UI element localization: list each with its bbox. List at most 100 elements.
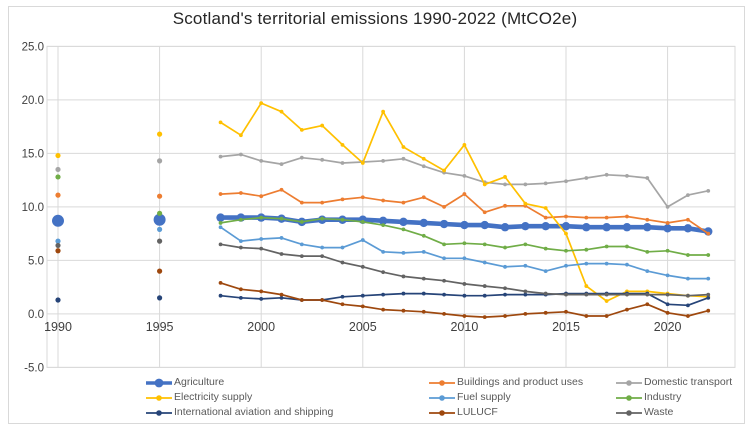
data-point: [706, 188, 711, 193]
data-point: [360, 195, 365, 200]
data-point: [421, 309, 426, 314]
data-point: [259, 158, 264, 163]
data-point: [564, 309, 568, 314]
data-point: [584, 247, 589, 252]
data-point-1995: [157, 238, 163, 244]
legend-marker-fuel-supply: [429, 394, 455, 401]
data-point: [564, 231, 568, 236]
data-point: [543, 291, 548, 296]
data-point-1995: [157, 158, 163, 164]
data-point: [421, 276, 426, 281]
data-point: [625, 292, 629, 297]
data-point: [564, 248, 568, 253]
legend-item-waste: Waste: [616, 405, 732, 420]
data-point-1995: [157, 268, 163, 274]
data-point: [381, 109, 386, 114]
data-point: [543, 310, 548, 315]
data-point: [299, 127, 304, 132]
legend-label-electricity-supply: Electricity supply: [174, 391, 253, 403]
data-point: [442, 292, 446, 297]
data-point: [625, 214, 629, 219]
data-point: [259, 215, 264, 220]
data-point: [462, 142, 467, 147]
data-point: [523, 263, 528, 268]
data-point: [503, 264, 507, 269]
data-point: [521, 221, 530, 231]
data-point: [238, 295, 243, 300]
data-point: [381, 307, 386, 312]
data-point: [604, 299, 609, 303]
data-point: [645, 176, 650, 180]
data-point: [442, 168, 446, 173]
data-point: [604, 215, 609, 220]
data-point: [299, 200, 304, 205]
data-point: [645, 269, 650, 273]
data-point-1995: [157, 210, 163, 216]
data-point: [564, 292, 568, 297]
data-point: [503, 203, 507, 208]
data-point: [218, 154, 223, 159]
data-point: [218, 192, 223, 196]
legend-label-international-aviation-and-shipping: International aviation and shipping: [174, 406, 334, 418]
data-point: [259, 237, 264, 241]
series-waste: [55, 238, 711, 298]
data-point: [238, 191, 243, 195]
x-axis-label-2010: 2010: [450, 320, 478, 334]
plot-border: [46, 45, 736, 368]
data-point: [686, 193, 690, 198]
legend-label-agriculture: Agriculture: [174, 376, 225, 388]
data-point: [500, 223, 510, 232]
data-point: [360, 219, 365, 224]
x-axis-label-2005: 2005: [349, 320, 377, 334]
data-point: [503, 182, 507, 187]
data-point-1990: [55, 297, 61, 303]
data-point: [320, 123, 325, 128]
data-point: [543, 246, 548, 251]
data-point: [442, 278, 446, 283]
legend-marker-electricity-supply: [146, 394, 172, 401]
data-point: [320, 216, 325, 221]
data-point: [543, 215, 548, 220]
data-point: [584, 284, 589, 288]
data-point: [421, 291, 426, 296]
legend-label-buildings-and-product-uses: Buildings and product uses: [457, 376, 584, 388]
legend-item-industry: Industry: [616, 390, 732, 405]
data-point: [259, 101, 264, 106]
data-point: [381, 270, 386, 275]
data-point: [360, 304, 365, 309]
data-point: [604, 261, 609, 266]
legend-label-fuel-supply: Fuel supply: [457, 391, 511, 403]
data-point: [401, 156, 406, 161]
data-point: [523, 201, 528, 206]
data-point: [663, 224, 672, 233]
data-point: [584, 292, 589, 297]
data-point: [706, 276, 711, 281]
data-point: [299, 242, 304, 247]
data-point: [381, 249, 386, 254]
legend-label-domestic-transport: Domestic transport: [644, 376, 733, 388]
data-point: [706, 292, 711, 297]
data-point: [462, 282, 467, 286]
legend-label-waste: Waste: [644, 406, 674, 418]
data-point: [482, 260, 487, 265]
data-point: [360, 238, 365, 242]
data-point: [643, 223, 652, 232]
data-point: [706, 308, 711, 313]
data-point: [584, 215, 589, 220]
legend-marker-international-aviation-and-shipping: [146, 409, 172, 416]
data-point: [401, 274, 406, 279]
data-point: [625, 173, 629, 178]
data-point: [340, 245, 345, 250]
data-point: [523, 292, 528, 297]
data-point: [218, 225, 223, 230]
data-point: [523, 289, 528, 294]
legend-marker-lulucf: [429, 409, 455, 416]
data-point: [503, 245, 507, 250]
data-point: [462, 173, 467, 178]
data-point: [564, 179, 568, 184]
data-point: [218, 242, 223, 247]
data-point: [299, 298, 304, 302]
data-point: [360, 161, 365, 165]
data-point: [218, 221, 223, 225]
